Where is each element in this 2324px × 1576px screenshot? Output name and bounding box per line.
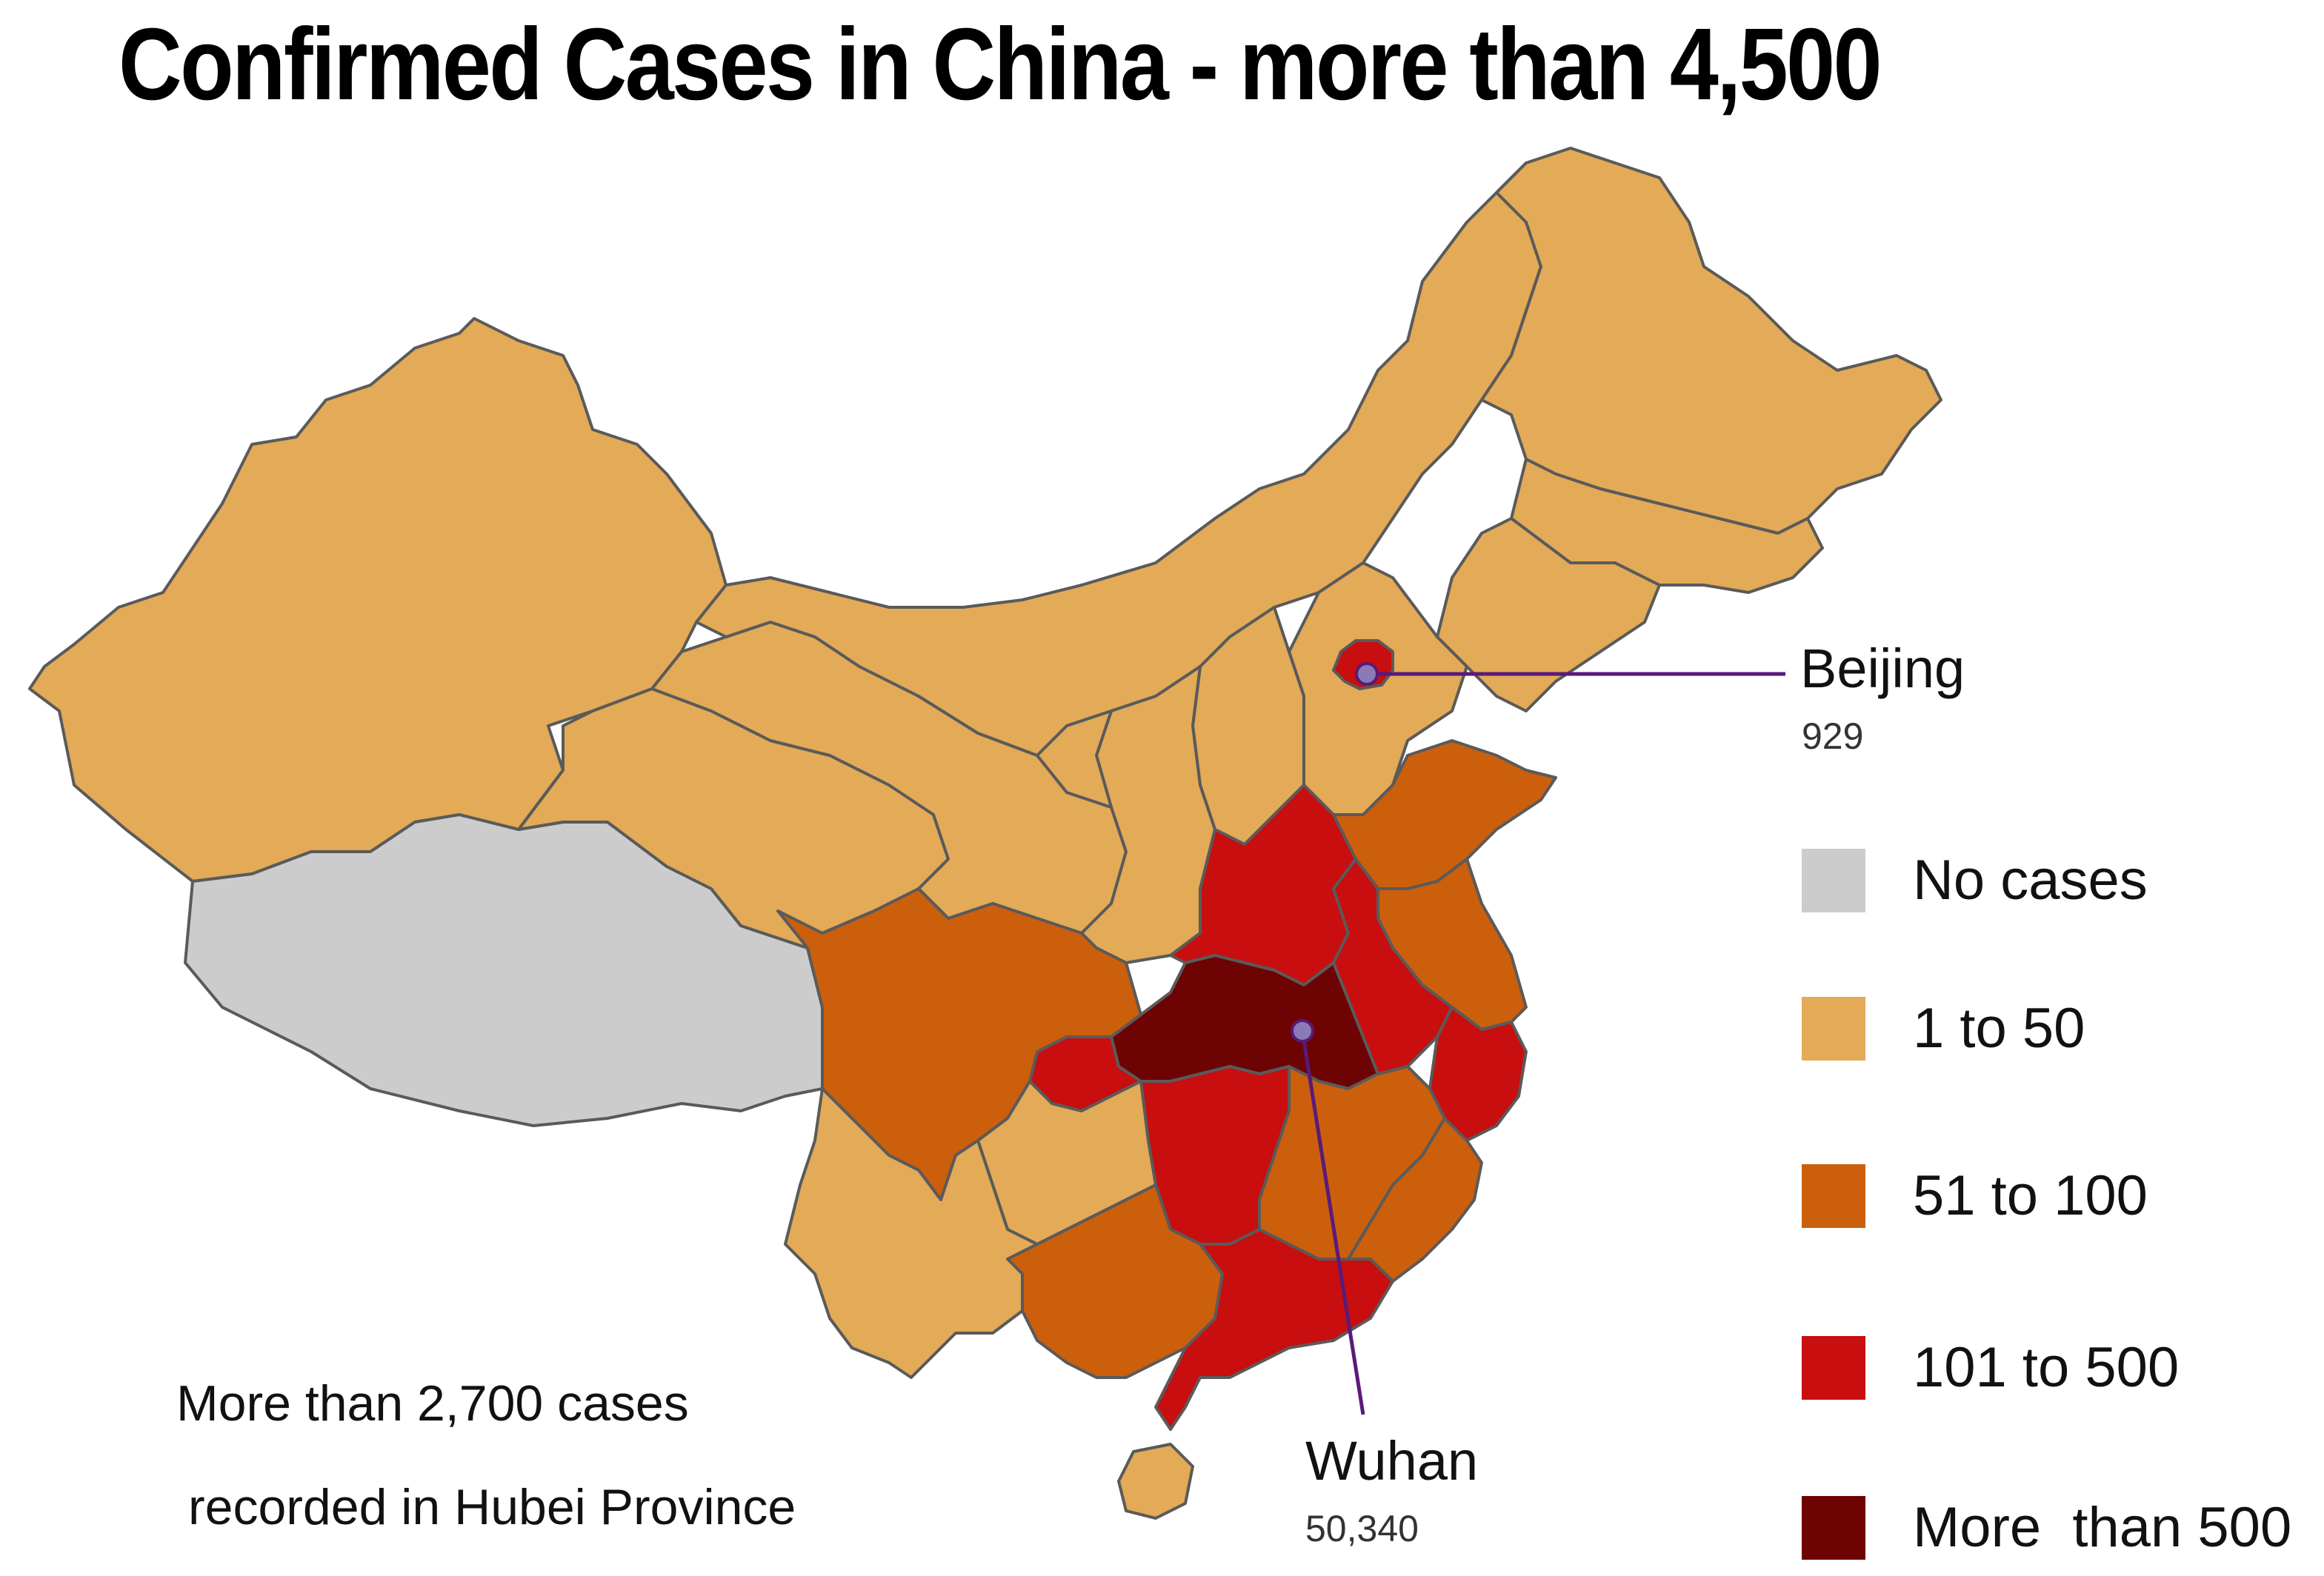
legend-label-1-to-50: 1 to 50 (1913, 997, 2085, 1060)
province-heilongjiang (1480, 147, 1942, 535)
wuhan-marker (1291, 1019, 1314, 1043)
beijing-value: 929 (1802, 715, 1864, 757)
beijing-label: Beijing (1800, 638, 1965, 699)
legend-swatch-1-to-50 (1802, 997, 1865, 1061)
legend-swatch-no-cases (1802, 849, 1865, 912)
legend-label-51-to-100: 51 to 100 (1913, 1164, 2148, 1227)
legend-swatch-more-than-500 (1802, 1496, 1865, 1560)
wuhan-value: 50,340 (1305, 1508, 1419, 1549)
hubei-note-line-1: More than 2,700 cases (176, 1375, 689, 1432)
legend-label-no-cases: No cases (1913, 849, 2148, 912)
beijing-marker (1355, 662, 1379, 686)
province-hainan (1117, 1443, 1194, 1520)
legend-label-101-to-500: 101 to 500 (1913, 1336, 2180, 1399)
hubei-note-line-2: recorded in Hubei Province (188, 1479, 796, 1535)
province-ningxia (1036, 709, 1113, 809)
province-yunnan (784, 1087, 1039, 1379)
legend-swatch-101-to-500 (1802, 1336, 1865, 1400)
map-title: Confirmed Cases in China - more than 4,5… (119, 7, 1882, 121)
wuhan-label: Wuhan (1305, 1430, 1479, 1492)
legend-swatch-51-to-100 (1802, 1164, 1865, 1228)
province-guangdong (1154, 1228, 1394, 1431)
province-liaoning (1436, 517, 1661, 712)
legend-label-more-than-500: More than 500 (1913, 1496, 2292, 1559)
wuhan-callout-line (1300, 1030, 1365, 1415)
